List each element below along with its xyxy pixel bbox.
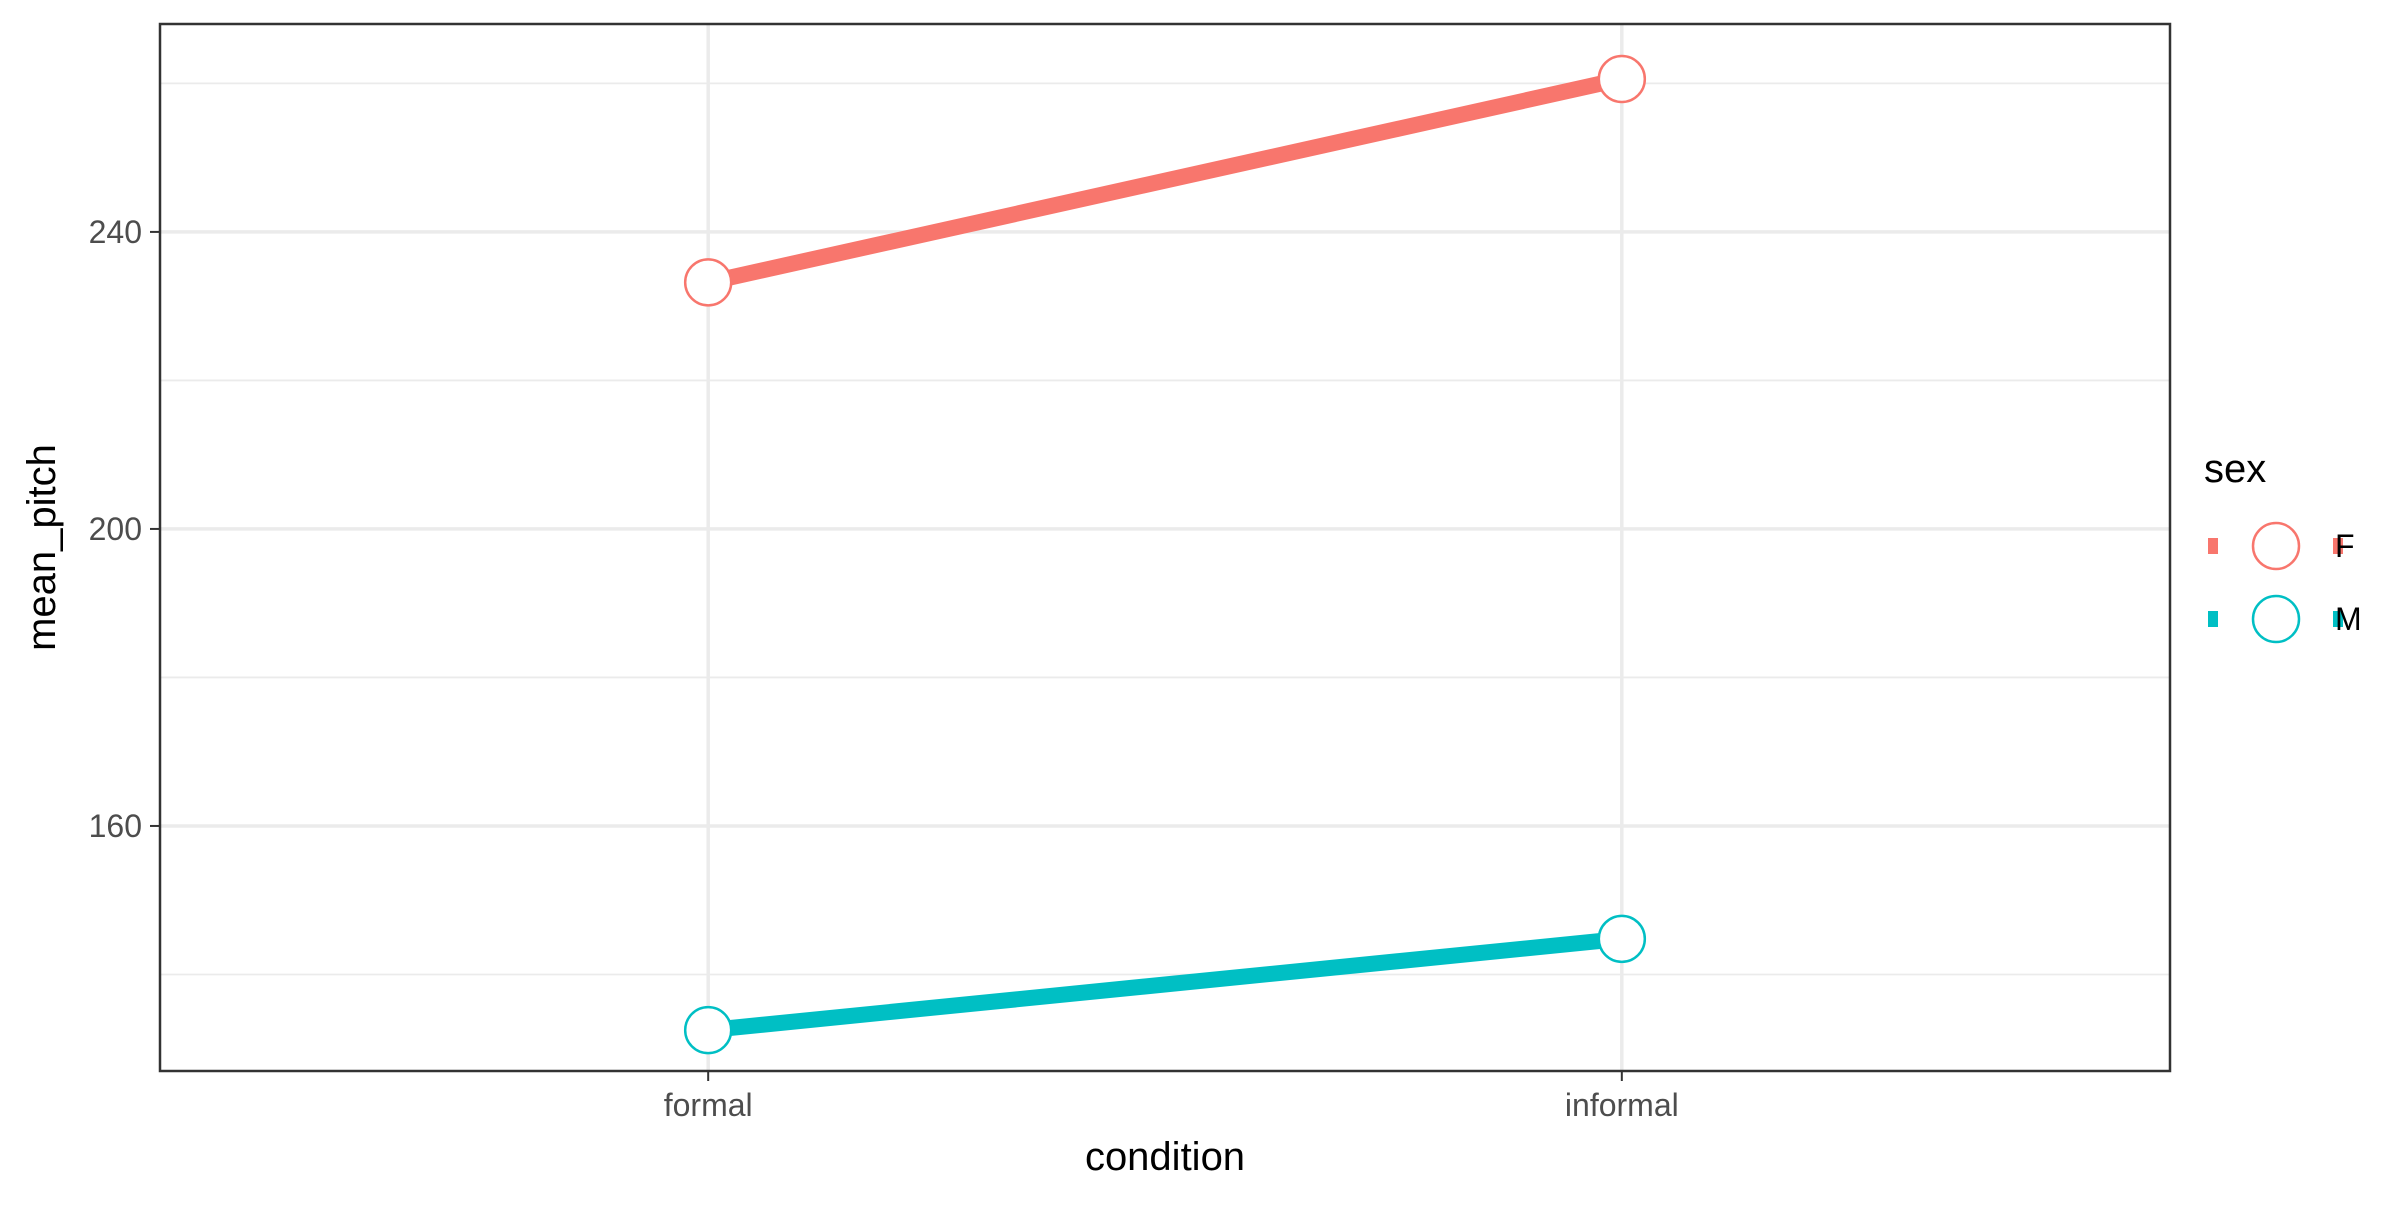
y-tick-label: 200 [89, 511, 142, 547]
legend-label: F [2335, 528, 2355, 564]
plot-panel-border [158, 22, 2172, 1073]
series-M [683, 914, 1647, 1055]
legend-label: M [2335, 601, 2362, 637]
legend: sex F M [2204, 447, 2362, 644]
y-tick-label: 240 [89, 214, 142, 250]
data-point [1597, 54, 1647, 104]
data-point [1597, 914, 1647, 964]
legend-title: sex [2204, 447, 2266, 491]
legend-key-M [2208, 594, 2343, 644]
y-tick-label: 160 [89, 808, 142, 844]
data-point [683, 258, 733, 307]
series-line [707, 930, 1623, 1039]
legend-key-stub [2208, 611, 2218, 627]
y-axis-title: mean_pitch [20, 444, 64, 651]
grid [160, 24, 2170, 1071]
axes: 160 200 240 formal informal [89, 214, 1679, 1123]
legend-key-point [2251, 521, 2301, 571]
legend-key-F [2208, 521, 2343, 571]
legend-key-stub [2208, 538, 2218, 554]
x-axis-title: condition [1085, 1135, 1245, 1179]
data-point [683, 1005, 733, 1055]
legend-key-point [2251, 594, 2301, 644]
x-tick-label: formal [664, 1087, 753, 1123]
series-line [706, 71, 1624, 291]
x-tick-label: informal [1565, 1087, 1679, 1123]
series-layer [683, 54, 1647, 1055]
series-F [683, 54, 1647, 307]
